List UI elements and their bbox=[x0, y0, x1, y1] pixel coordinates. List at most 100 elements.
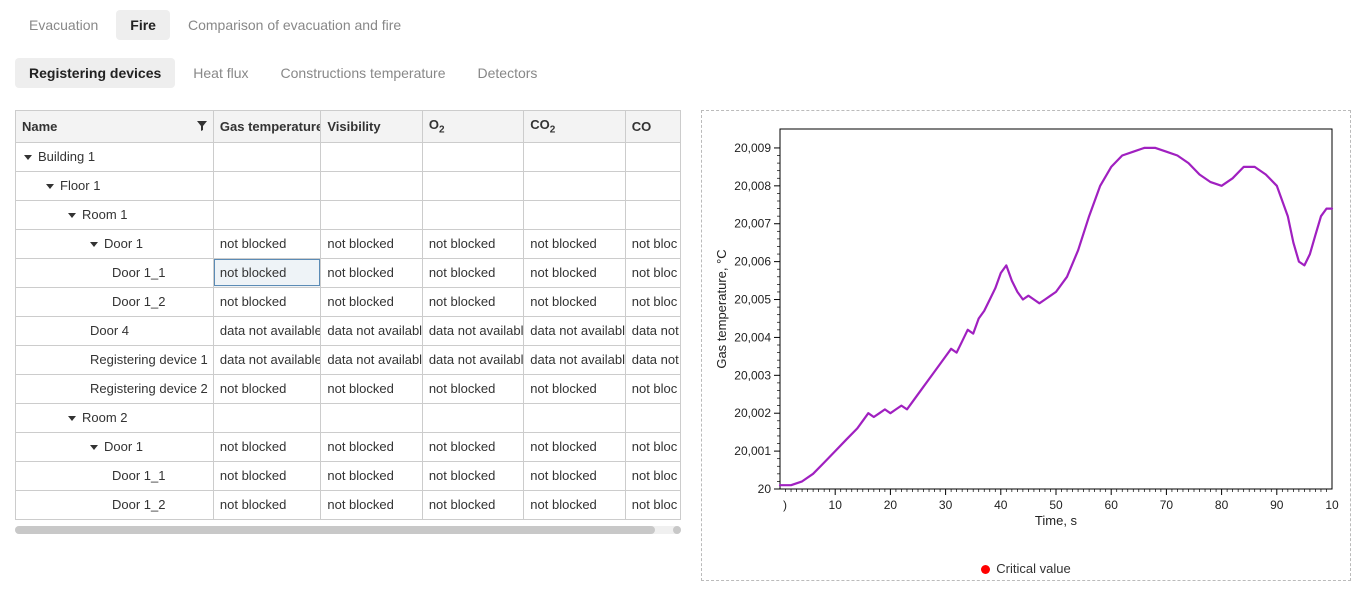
data-cell[interactable]: not bloc bbox=[625, 374, 680, 403]
data-cell[interactable]: not bloc bbox=[625, 432, 680, 461]
data-cell[interactable] bbox=[213, 200, 320, 229]
data-cell[interactable] bbox=[321, 171, 422, 200]
table-row[interactable]: Door 1_2not blockednot blockednot blocke… bbox=[16, 287, 681, 316]
data-cell[interactable] bbox=[422, 200, 523, 229]
table-row[interactable]: Door 1_1not blockednot blockednot blocke… bbox=[16, 258, 681, 287]
data-cell[interactable]: not blocked bbox=[422, 490, 523, 519]
expand-caret-icon[interactable] bbox=[46, 184, 54, 189]
data-cell[interactable]: not blocked bbox=[213, 229, 320, 258]
tab-fire[interactable]: Fire bbox=[116, 10, 170, 40]
data-cell[interactable]: data not available bbox=[321, 316, 422, 345]
subtab-detectors[interactable]: Detectors bbox=[464, 58, 552, 88]
data-cell[interactable]: not blocked bbox=[524, 461, 625, 490]
subtab-heat-flux[interactable]: Heat flux bbox=[179, 58, 262, 88]
data-cell[interactable]: not blocked bbox=[524, 374, 625, 403]
expand-caret-icon[interactable] bbox=[90, 242, 98, 247]
data-cell[interactable]: not blocked bbox=[213, 374, 320, 403]
column-header[interactable]: Visibility bbox=[321, 111, 422, 143]
column-header[interactable]: CO2 bbox=[524, 111, 625, 143]
table-row[interactable]: Room 2 bbox=[16, 403, 681, 432]
data-cell[interactable] bbox=[422, 403, 523, 432]
tree-name-cell[interactable]: Door 1_2 bbox=[16, 490, 214, 519]
tree-name-cell[interactable]: Registering device 1 bbox=[16, 345, 214, 374]
expand-caret-icon[interactable] bbox=[24, 155, 32, 160]
data-cell[interactable] bbox=[625, 142, 680, 171]
data-cell[interactable]: data not available bbox=[213, 345, 320, 374]
subtab-constructions-temperature[interactable]: Constructions temperature bbox=[267, 58, 460, 88]
column-header[interactable]: Gas temperature bbox=[213, 111, 320, 143]
data-cell[interactable]: not bloc bbox=[625, 258, 680, 287]
data-cell[interactable]: not bloc bbox=[625, 490, 680, 519]
data-cell[interactable]: not blocked bbox=[213, 258, 320, 287]
data-cell[interactable]: data not available bbox=[213, 316, 320, 345]
tree-name-cell[interactable]: Building 1 bbox=[16, 142, 214, 171]
tree-name-cell[interactable]: Door 4 bbox=[16, 316, 214, 345]
table-row[interactable]: Door 1_1not blockednot blockednot blocke… bbox=[16, 461, 681, 490]
tree-name-cell[interactable]: Registering device 2 bbox=[16, 374, 214, 403]
data-cell[interactable]: data not available bbox=[321, 345, 422, 374]
tree-name-cell[interactable]: Floor 1 bbox=[16, 171, 214, 200]
data-cell[interactable]: not blocked bbox=[321, 374, 422, 403]
data-cell[interactable]: not blocked bbox=[213, 432, 320, 461]
data-cell[interactable]: not blocked bbox=[422, 432, 523, 461]
filter-icon[interactable] bbox=[197, 121, 207, 131]
data-cell[interactable]: not blocked bbox=[213, 490, 320, 519]
subtab-registering-devices[interactable]: Registering devices bbox=[15, 58, 175, 88]
data-cell[interactable] bbox=[422, 171, 523, 200]
table-row[interactable]: Building 1 bbox=[16, 142, 681, 171]
data-cell[interactable] bbox=[625, 403, 680, 432]
data-cell[interactable]: not blocked bbox=[524, 287, 625, 316]
tree-name-cell[interactable]: Door 1 bbox=[16, 432, 214, 461]
data-cell[interactable]: data not bbox=[625, 345, 680, 374]
data-cell[interactable]: not blocked bbox=[422, 287, 523, 316]
expand-caret-icon[interactable] bbox=[90, 445, 98, 450]
data-cell[interactable]: not blocked bbox=[321, 461, 422, 490]
table-row[interactable]: Door 1not blockednot blockednot blockedn… bbox=[16, 229, 681, 258]
data-cell[interactable] bbox=[213, 171, 320, 200]
data-cell[interactable]: not blocked bbox=[524, 258, 625, 287]
data-cell[interactable]: data not available bbox=[524, 345, 625, 374]
tab-comparison[interactable]: Comparison of evacuation and fire bbox=[174, 10, 415, 40]
scrollbar-thumb[interactable] bbox=[15, 526, 655, 534]
data-cell[interactable] bbox=[524, 142, 625, 171]
expand-caret-icon[interactable] bbox=[68, 213, 76, 218]
tab-evacuation[interactable]: Evacuation bbox=[15, 10, 112, 40]
data-cell[interactable]: not blocked bbox=[321, 287, 422, 316]
tree-name-cell[interactable]: Door 1_1 bbox=[16, 258, 214, 287]
table-row[interactable]: Registering device 2not blockednot block… bbox=[16, 374, 681, 403]
data-cell[interactable]: data not bbox=[625, 316, 680, 345]
data-cell[interactable]: not blocked bbox=[321, 258, 422, 287]
data-cell[interactable]: data not available bbox=[524, 316, 625, 345]
data-cell[interactable] bbox=[524, 200, 625, 229]
data-cell[interactable]: not blocked bbox=[422, 461, 523, 490]
data-cell[interactable]: not blocked bbox=[422, 229, 523, 258]
expand-caret-icon[interactable] bbox=[68, 416, 76, 421]
data-cell[interactable]: not blocked bbox=[213, 461, 320, 490]
data-cell[interactable]: not blocked bbox=[422, 258, 523, 287]
table-row[interactable]: Door 1_2not blockednot blockednot blocke… bbox=[16, 490, 681, 519]
data-cell[interactable]: not bloc bbox=[625, 229, 680, 258]
tree-name-cell[interactable]: Door 1_2 bbox=[16, 287, 214, 316]
data-cell[interactable]: not blocked bbox=[321, 432, 422, 461]
column-header[interactable]: Name bbox=[16, 111, 214, 143]
table-row[interactable]: Registering device 1data not availableda… bbox=[16, 345, 681, 374]
data-cell[interactable] bbox=[422, 142, 523, 171]
data-cell[interactable]: not blocked bbox=[422, 374, 523, 403]
data-cell[interactable]: not bloc bbox=[625, 461, 680, 490]
data-cell[interactable] bbox=[213, 403, 320, 432]
data-cell[interactable]: not blocked bbox=[524, 432, 625, 461]
table-row[interactable]: Floor 1 bbox=[16, 171, 681, 200]
table-row[interactable]: Door 4data not availabledata not availab… bbox=[16, 316, 681, 345]
table-row[interactable]: Door 1not blockednot blockednot blockedn… bbox=[16, 432, 681, 461]
data-cell[interactable]: not blocked bbox=[213, 287, 320, 316]
devices-table[interactable]: NameGas temperatureVisibilityO2CO2COBuil… bbox=[15, 110, 681, 520]
tree-name-cell[interactable]: Door 1_1 bbox=[16, 461, 214, 490]
data-cell[interactable] bbox=[524, 171, 625, 200]
data-cell[interactable] bbox=[524, 403, 625, 432]
data-cell[interactable]: not blocked bbox=[524, 229, 625, 258]
horizontal-scrollbar[interactable] bbox=[15, 526, 681, 534]
data-cell[interactable]: not blocked bbox=[321, 229, 422, 258]
data-cell[interactable] bbox=[321, 200, 422, 229]
tree-name-cell[interactable]: Room 2 bbox=[16, 403, 214, 432]
column-header[interactable]: O2 bbox=[422, 111, 523, 143]
